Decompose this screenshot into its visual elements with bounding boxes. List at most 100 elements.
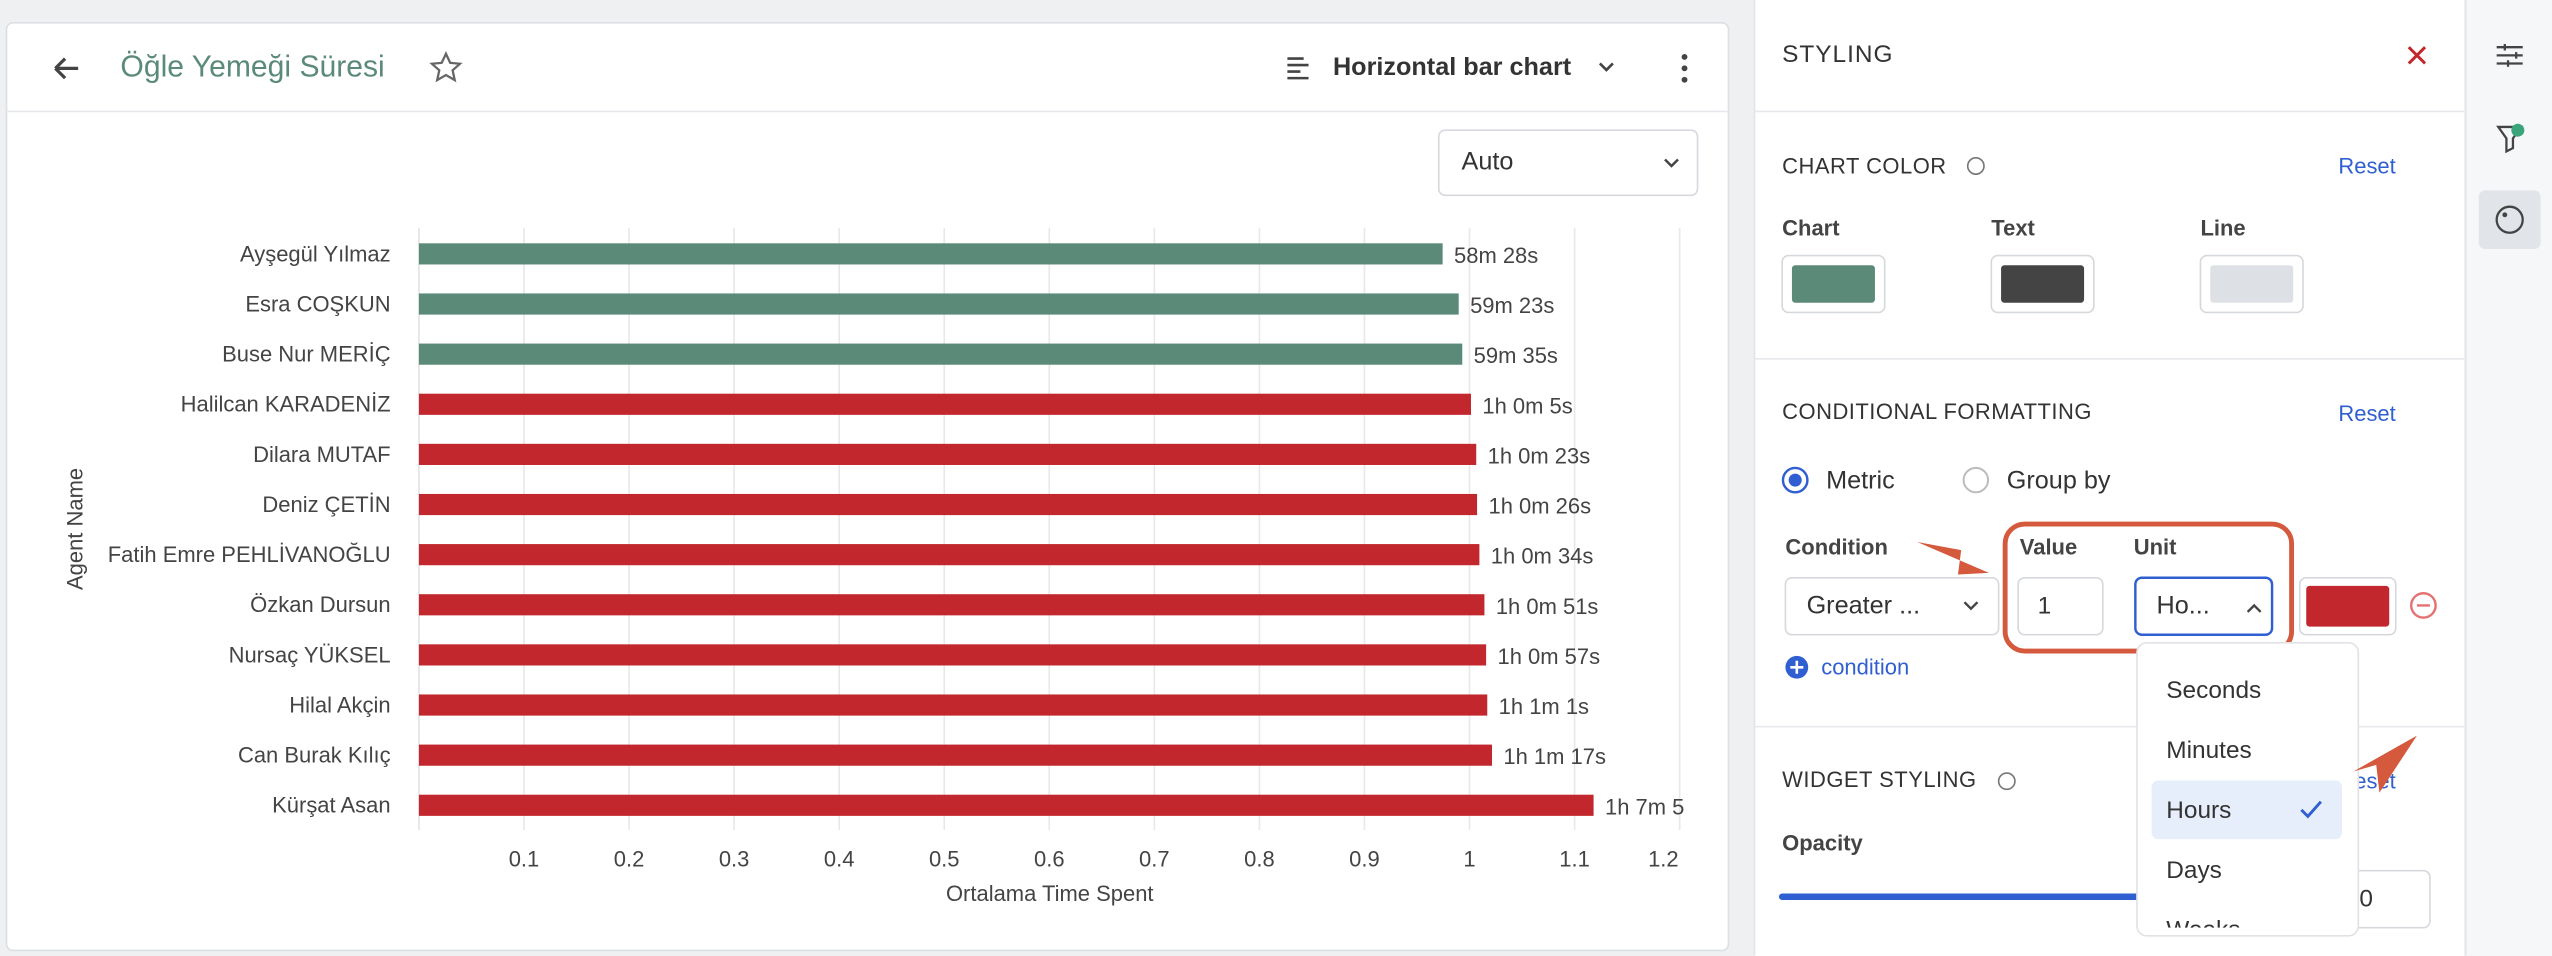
remove-condition[interactable] — [2409, 592, 2437, 619]
section-title: CHART COLOR — [1782, 153, 1946, 178]
value-label: 1h 1m 1s — [1499, 694, 1589, 719]
x-tick-label: 0.9 — [1349, 847, 1380, 872]
x-tick-label: 0.8 — [1244, 847, 1275, 872]
y-tick-label: Can Burak Kılıç — [238, 743, 391, 768]
field-label: Unit — [2134, 534, 2177, 559]
condition-color-fill — [2306, 585, 2390, 627]
x-tick-label: 0.3 — [719, 847, 750, 872]
value-label: 1h 0m 51s — [1496, 594, 1599, 619]
value-label: 1h 1m 17s — [1503, 744, 1606, 769]
plus — [1790, 660, 1804, 674]
unit-option[interactable]: Minutes — [2166, 737, 2251, 764]
reset-link[interactable]: Reset — [2338, 401, 2395, 426]
value-label: 59m 23s — [1470, 293, 1554, 318]
x-tick-label: 0.5 — [929, 847, 960, 872]
condition-value: Greater ... — [1807, 592, 1921, 620]
field-label: Value — [2020, 534, 2077, 559]
x-tick-label: 0.6 — [1034, 847, 1065, 872]
y-tick-label: Esra COŞKUN — [245, 291, 390, 316]
styling-tab[interactable] — [2478, 190, 2541, 250]
section-title: CONDITIONAL FORMATTING — [1782, 399, 2092, 424]
value-label: 1h 0m 26s — [1488, 494, 1591, 519]
swatch-label: Line — [2200, 215, 2245, 240]
radio[interactable] — [1962, 466, 1990, 494]
unit-option[interactable]: Weeks — [2166, 917, 2240, 944]
swatch-color — [2210, 265, 2294, 303]
x-tick-label: 1.1 — [1559, 847, 1590, 872]
field-label: Opacity — [1782, 830, 1863, 855]
value-label: 1h 0m 57s — [1498, 644, 1601, 669]
value-label: 1h 7m 5 — [1605, 794, 1684, 819]
filter-badge — [2511, 123, 2525, 137]
bar — [418, 393, 1471, 415]
radio-dot — [1788, 473, 1802, 487]
swatch-color — [1791, 265, 1875, 303]
chevron — [1664, 158, 1679, 168]
value-label: 59m 35s — [1474, 343, 1558, 368]
unit-select[interactable] — [2134, 576, 2274, 636]
panel-title: STYLING — [1782, 41, 1893, 68]
y-tick-label: Halilcan KARADENİZ — [181, 392, 391, 417]
unit-option[interactable]: Seconds — [2166, 677, 2261, 704]
x-tick-label: 1 — [1463, 847, 1475, 872]
close-button[interactable] — [2407, 46, 2427, 65]
value-label: 1h 0m 34s — [1491, 544, 1594, 569]
add-condition[interactable]: condition — [1821, 655, 1909, 680]
bar — [418, 243, 1443, 265]
y-tick-label: Özkan Dursun — [250, 592, 390, 617]
bar — [418, 493, 1478, 516]
settings-icon[interactable] — [2496, 43, 2523, 67]
bar — [418, 443, 1477, 465]
chevron — [1598, 62, 1614, 72]
favorite-star[interactable] — [429, 51, 463, 83]
selected-option-bg — [2151, 780, 2343, 840]
range-select[interactable] — [1437, 129, 1699, 197]
widget-title: Öğle Yemeği Süresi — [120, 50, 384, 83]
y-tick-label: Fatih Emre PEHLİVANOĞLU — [108, 542, 391, 567]
bar — [418, 343, 1463, 365]
swatch-color — [2001, 265, 2085, 303]
value-input[interactable] — [2017, 576, 2104, 636]
y-tick-label: Nursaç YÜKSEL — [229, 642, 391, 667]
radio-label: Group by — [2007, 466, 2111, 494]
sidebar — [2465, 0, 2552, 956]
back-button[interactable] — [54, 57, 79, 80]
value-label: 1h 0m 23s — [1488, 443, 1591, 468]
bar — [418, 594, 1485, 616]
x-tick-label: 0.1 — [509, 847, 540, 872]
chevron — [1963, 601, 1979, 611]
y-tick-label: Kürşat Asan — [272, 793, 390, 818]
more-menu[interactable] — [1681, 54, 1688, 83]
value-text: 1 — [2038, 593, 2052, 620]
x-axis-title: Ortalama Time Spent — [946, 881, 1154, 906]
annotation-arrow — [2353, 735, 2417, 793]
bar — [418, 744, 1492, 766]
y-tick-label: Hilal Akçin — [289, 692, 390, 717]
unit-option[interactable]: Hours — [2166, 797, 2231, 824]
unit-option[interactable]: Days — [2166, 857, 2222, 884]
x-tick-label: 0.7 — [1139, 847, 1170, 872]
unit-value: Ho... — [2157, 592, 2210, 620]
condition-select[interactable] — [1784, 576, 2000, 636]
bar — [418, 544, 1480, 566]
section-title: WIDGET STYLING — [1782, 767, 1976, 792]
value-label: 58m 28s — [1454, 243, 1538, 268]
swatch-label: Chart — [1782, 215, 1840, 240]
reset-link[interactable]: Reset — [2338, 153, 2395, 178]
y-tick-label: Buse Nur MERİÇ — [222, 342, 391, 367]
bar — [418, 794, 1594, 816]
chart-type-icon — [1287, 57, 1309, 80]
y-tick-label: Dilara MUTAF — [253, 442, 391, 467]
chart-type-select[interactable]: Horizontal bar chart — [1333, 53, 1572, 81]
range-value: Auto — [1462, 147, 1514, 175]
info-icon — [1966, 157, 1985, 175]
radio-label: Metric — [1826, 466, 1895, 494]
bar — [418, 293, 1459, 315]
field-label: Condition — [1785, 534, 1888, 559]
swatches: Chart Text Line — [1781, 215, 2304, 314]
chevron — [2246, 603, 2262, 613]
y-axis-title: Agent Name — [62, 468, 87, 590]
bar — [418, 694, 1488, 716]
